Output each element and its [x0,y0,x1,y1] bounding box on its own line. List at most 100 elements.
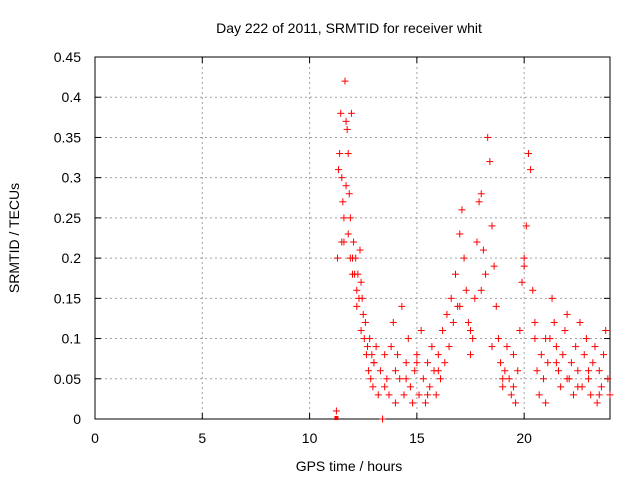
data-point [411,367,419,375]
data-point [527,166,535,174]
y-axis-label: SRMTID / TECUs [6,183,22,293]
y-tick-label: 0.2 [62,250,82,266]
data-point [389,318,397,326]
data-point [415,391,423,399]
data-point [518,278,526,286]
data-point [398,302,406,310]
data-point [432,391,440,399]
data-point [447,294,455,302]
data-point [479,246,487,254]
data-point [509,383,517,391]
data-point [359,310,367,318]
data-point [374,391,382,399]
data-point [369,383,377,391]
data-point [381,351,389,359]
y-tick-label: 0 [73,411,81,427]
data-point [533,367,541,375]
data-point [456,230,464,238]
x-tick-label: 5 [198,430,206,446]
plot-area [94,56,611,420]
data-point [563,375,571,383]
data-point [505,375,513,383]
data-point [402,359,410,367]
data-point [587,391,595,399]
data-point [357,327,365,335]
data-point [574,383,582,391]
data-point [456,302,464,310]
data-point [366,335,374,343]
data-point [452,270,459,278]
data-point [434,367,442,375]
data-point [509,351,517,359]
data-point [346,214,354,222]
data-point [419,375,427,383]
data-point [512,399,520,407]
data-point [570,391,578,399]
data-point [439,327,447,335]
data-point [477,190,485,198]
data-point [559,351,567,359]
data-point [477,286,485,294]
y-tick-label: 0.4 [62,89,82,105]
data-point [370,359,378,367]
data-point [458,206,466,214]
y-tick-label: 0.1 [62,331,82,347]
data-point [361,318,369,326]
data-point-marker [334,416,339,420]
data-point [424,359,432,367]
data-point [342,182,350,190]
data-point [580,351,588,359]
data-point [531,318,539,326]
data-point [604,375,612,383]
data-point [344,150,352,158]
data-point [356,246,364,254]
data-point [376,367,384,375]
data-point [464,318,472,326]
data-point [338,174,346,182]
data-point [341,77,349,85]
data-point [552,343,560,351]
data-point [471,294,479,302]
data-point [413,351,421,359]
data-point [421,399,429,407]
data-point [520,262,528,270]
data-point [381,383,389,391]
x-tick-label: 0 [91,430,99,446]
data-point [385,391,393,399]
x-tick-label: 15 [409,430,425,446]
data-point [520,254,528,262]
data-point [582,335,590,343]
data-point [482,270,490,278]
x-tick-label: 10 [302,430,318,446]
y-tick-label: 0.35 [54,129,81,145]
data-point [387,343,395,351]
data-point [488,222,496,230]
data-point [539,375,547,383]
data-point [488,343,496,351]
data-point [441,359,449,367]
data-point [597,383,605,391]
data-point [490,262,498,270]
data-point [372,343,380,351]
data-point [460,254,468,262]
data-point [342,117,350,125]
data-point [424,391,432,399]
grid-layer [95,57,610,419]
x-axis-label: GPS time / hours [296,458,403,474]
data-point [358,294,366,302]
data-point [561,327,569,335]
data-point [574,367,582,375]
y-tick-label: 0.05 [54,371,81,387]
data-point [600,351,608,359]
data-point [353,286,361,294]
data-point [555,367,562,375]
data-point [585,375,593,383]
data-point [589,359,597,367]
data-point [368,351,376,359]
data-point [494,335,502,343]
data-point [537,351,545,359]
data-point [339,198,347,206]
data-point [535,391,543,399]
data-point [396,375,404,383]
